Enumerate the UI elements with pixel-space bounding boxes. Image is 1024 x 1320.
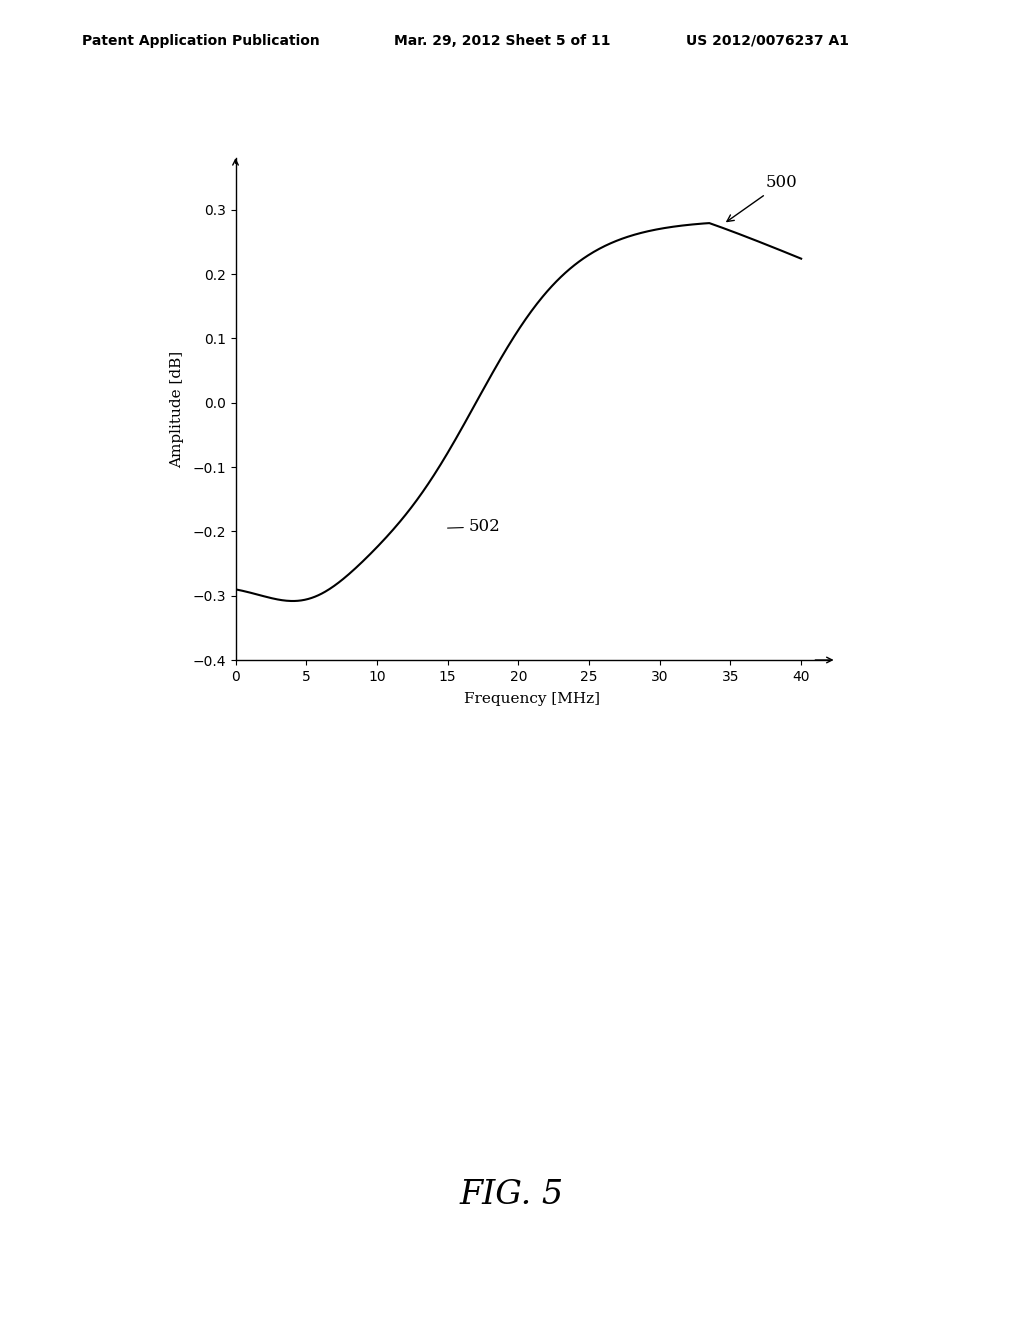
Text: 500: 500 [727, 174, 798, 222]
Text: US 2012/0076237 A1: US 2012/0076237 A1 [686, 34, 849, 48]
Y-axis label: Amplitude [dB]: Amplitude [dB] [170, 351, 184, 467]
Text: Mar. 29, 2012 Sheet 5 of 11: Mar. 29, 2012 Sheet 5 of 11 [394, 34, 610, 48]
Text: 502: 502 [447, 519, 501, 536]
Text: Patent Application Publication: Patent Application Publication [82, 34, 319, 48]
X-axis label: Frequency [MHz]: Frequency [MHz] [465, 692, 600, 706]
Text: FIG. 5: FIG. 5 [460, 1179, 564, 1210]
